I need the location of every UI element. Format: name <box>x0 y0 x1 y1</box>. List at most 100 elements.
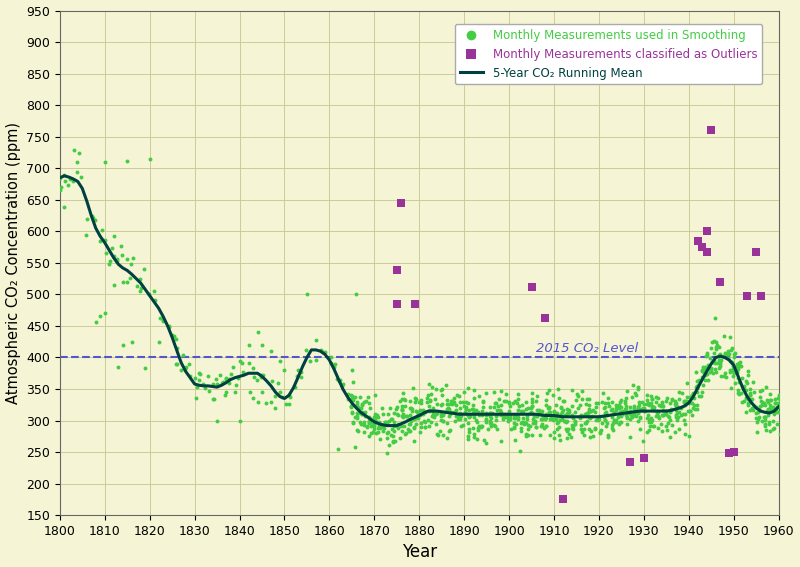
Point <box>552 422 565 431</box>
Point <box>268 392 281 401</box>
Point <box>774 395 786 404</box>
Point <box>502 397 515 407</box>
Point <box>358 408 371 417</box>
Point <box>421 393 434 403</box>
Point <box>553 394 566 403</box>
Point <box>760 396 773 405</box>
Point <box>202 386 215 395</box>
Point <box>408 299 421 308</box>
Point <box>445 407 458 416</box>
Point <box>626 392 638 401</box>
Point <box>394 434 406 443</box>
Point <box>763 420 776 429</box>
Point <box>642 410 654 419</box>
Point <box>401 412 414 421</box>
Point <box>534 430 546 439</box>
Point <box>326 360 339 369</box>
Point <box>742 401 754 410</box>
Point <box>251 376 264 385</box>
Point <box>485 419 498 428</box>
Point <box>80 214 93 223</box>
Point <box>174 366 187 375</box>
Point <box>690 383 702 392</box>
Point <box>566 420 578 429</box>
Point <box>462 413 475 422</box>
Point <box>364 414 377 424</box>
Point <box>373 422 386 431</box>
Point <box>462 399 474 408</box>
Point <box>732 385 745 394</box>
Point <box>696 366 709 375</box>
Point <box>450 391 463 400</box>
Point <box>748 387 761 396</box>
Point <box>600 408 613 417</box>
Point <box>615 412 628 421</box>
Point <box>179 362 192 371</box>
Point <box>413 398 426 407</box>
Point <box>683 431 696 440</box>
Point <box>529 418 542 428</box>
Point <box>575 387 588 396</box>
Point <box>713 355 726 364</box>
Point <box>390 403 403 412</box>
Point <box>634 414 646 423</box>
Point <box>163 323 176 332</box>
Point <box>429 395 442 404</box>
Point <box>513 401 526 411</box>
Point <box>772 393 785 403</box>
Legend: Monthly Measurements used in Smoothing, Monthly Measurements classified as Outli: Monthly Measurements used in Smoothing, … <box>455 24 762 84</box>
Point <box>562 409 574 418</box>
Point <box>646 421 659 430</box>
Point <box>478 435 490 444</box>
Point <box>387 417 400 426</box>
Point <box>619 401 632 411</box>
Point <box>434 409 447 418</box>
Point <box>730 367 743 376</box>
Point <box>748 402 761 411</box>
Point <box>558 396 570 405</box>
Point <box>769 394 782 403</box>
Point <box>414 399 427 408</box>
Point <box>177 350 190 359</box>
Point <box>719 373 732 382</box>
Point <box>418 422 431 431</box>
Point <box>763 403 776 412</box>
Point <box>371 428 384 437</box>
Point <box>696 243 709 252</box>
Point <box>631 417 644 426</box>
Point <box>557 495 570 504</box>
Point <box>727 349 740 358</box>
Point <box>595 418 608 428</box>
Point <box>655 426 668 435</box>
Point <box>170 359 183 369</box>
Point <box>726 357 738 366</box>
Point <box>117 277 130 286</box>
Point <box>648 421 661 430</box>
Point <box>529 411 542 420</box>
Point <box>727 37 740 46</box>
Point <box>142 290 155 299</box>
Point <box>591 399 604 408</box>
Point <box>419 422 432 431</box>
Point <box>418 416 430 425</box>
Point <box>432 430 445 439</box>
Point <box>360 421 373 430</box>
Point <box>656 406 669 415</box>
Point <box>597 388 610 397</box>
Point <box>755 386 768 395</box>
Point <box>255 370 268 379</box>
Point <box>705 365 718 374</box>
Point <box>407 423 420 432</box>
Point <box>607 418 620 427</box>
Point <box>734 357 746 366</box>
Point <box>614 396 627 405</box>
Point <box>121 156 134 165</box>
Point <box>372 417 385 426</box>
Point <box>768 423 781 432</box>
Point <box>422 421 435 430</box>
Point <box>516 400 529 409</box>
Point <box>472 422 485 431</box>
Point <box>547 428 560 437</box>
Point <box>755 397 768 407</box>
Point <box>106 244 118 253</box>
